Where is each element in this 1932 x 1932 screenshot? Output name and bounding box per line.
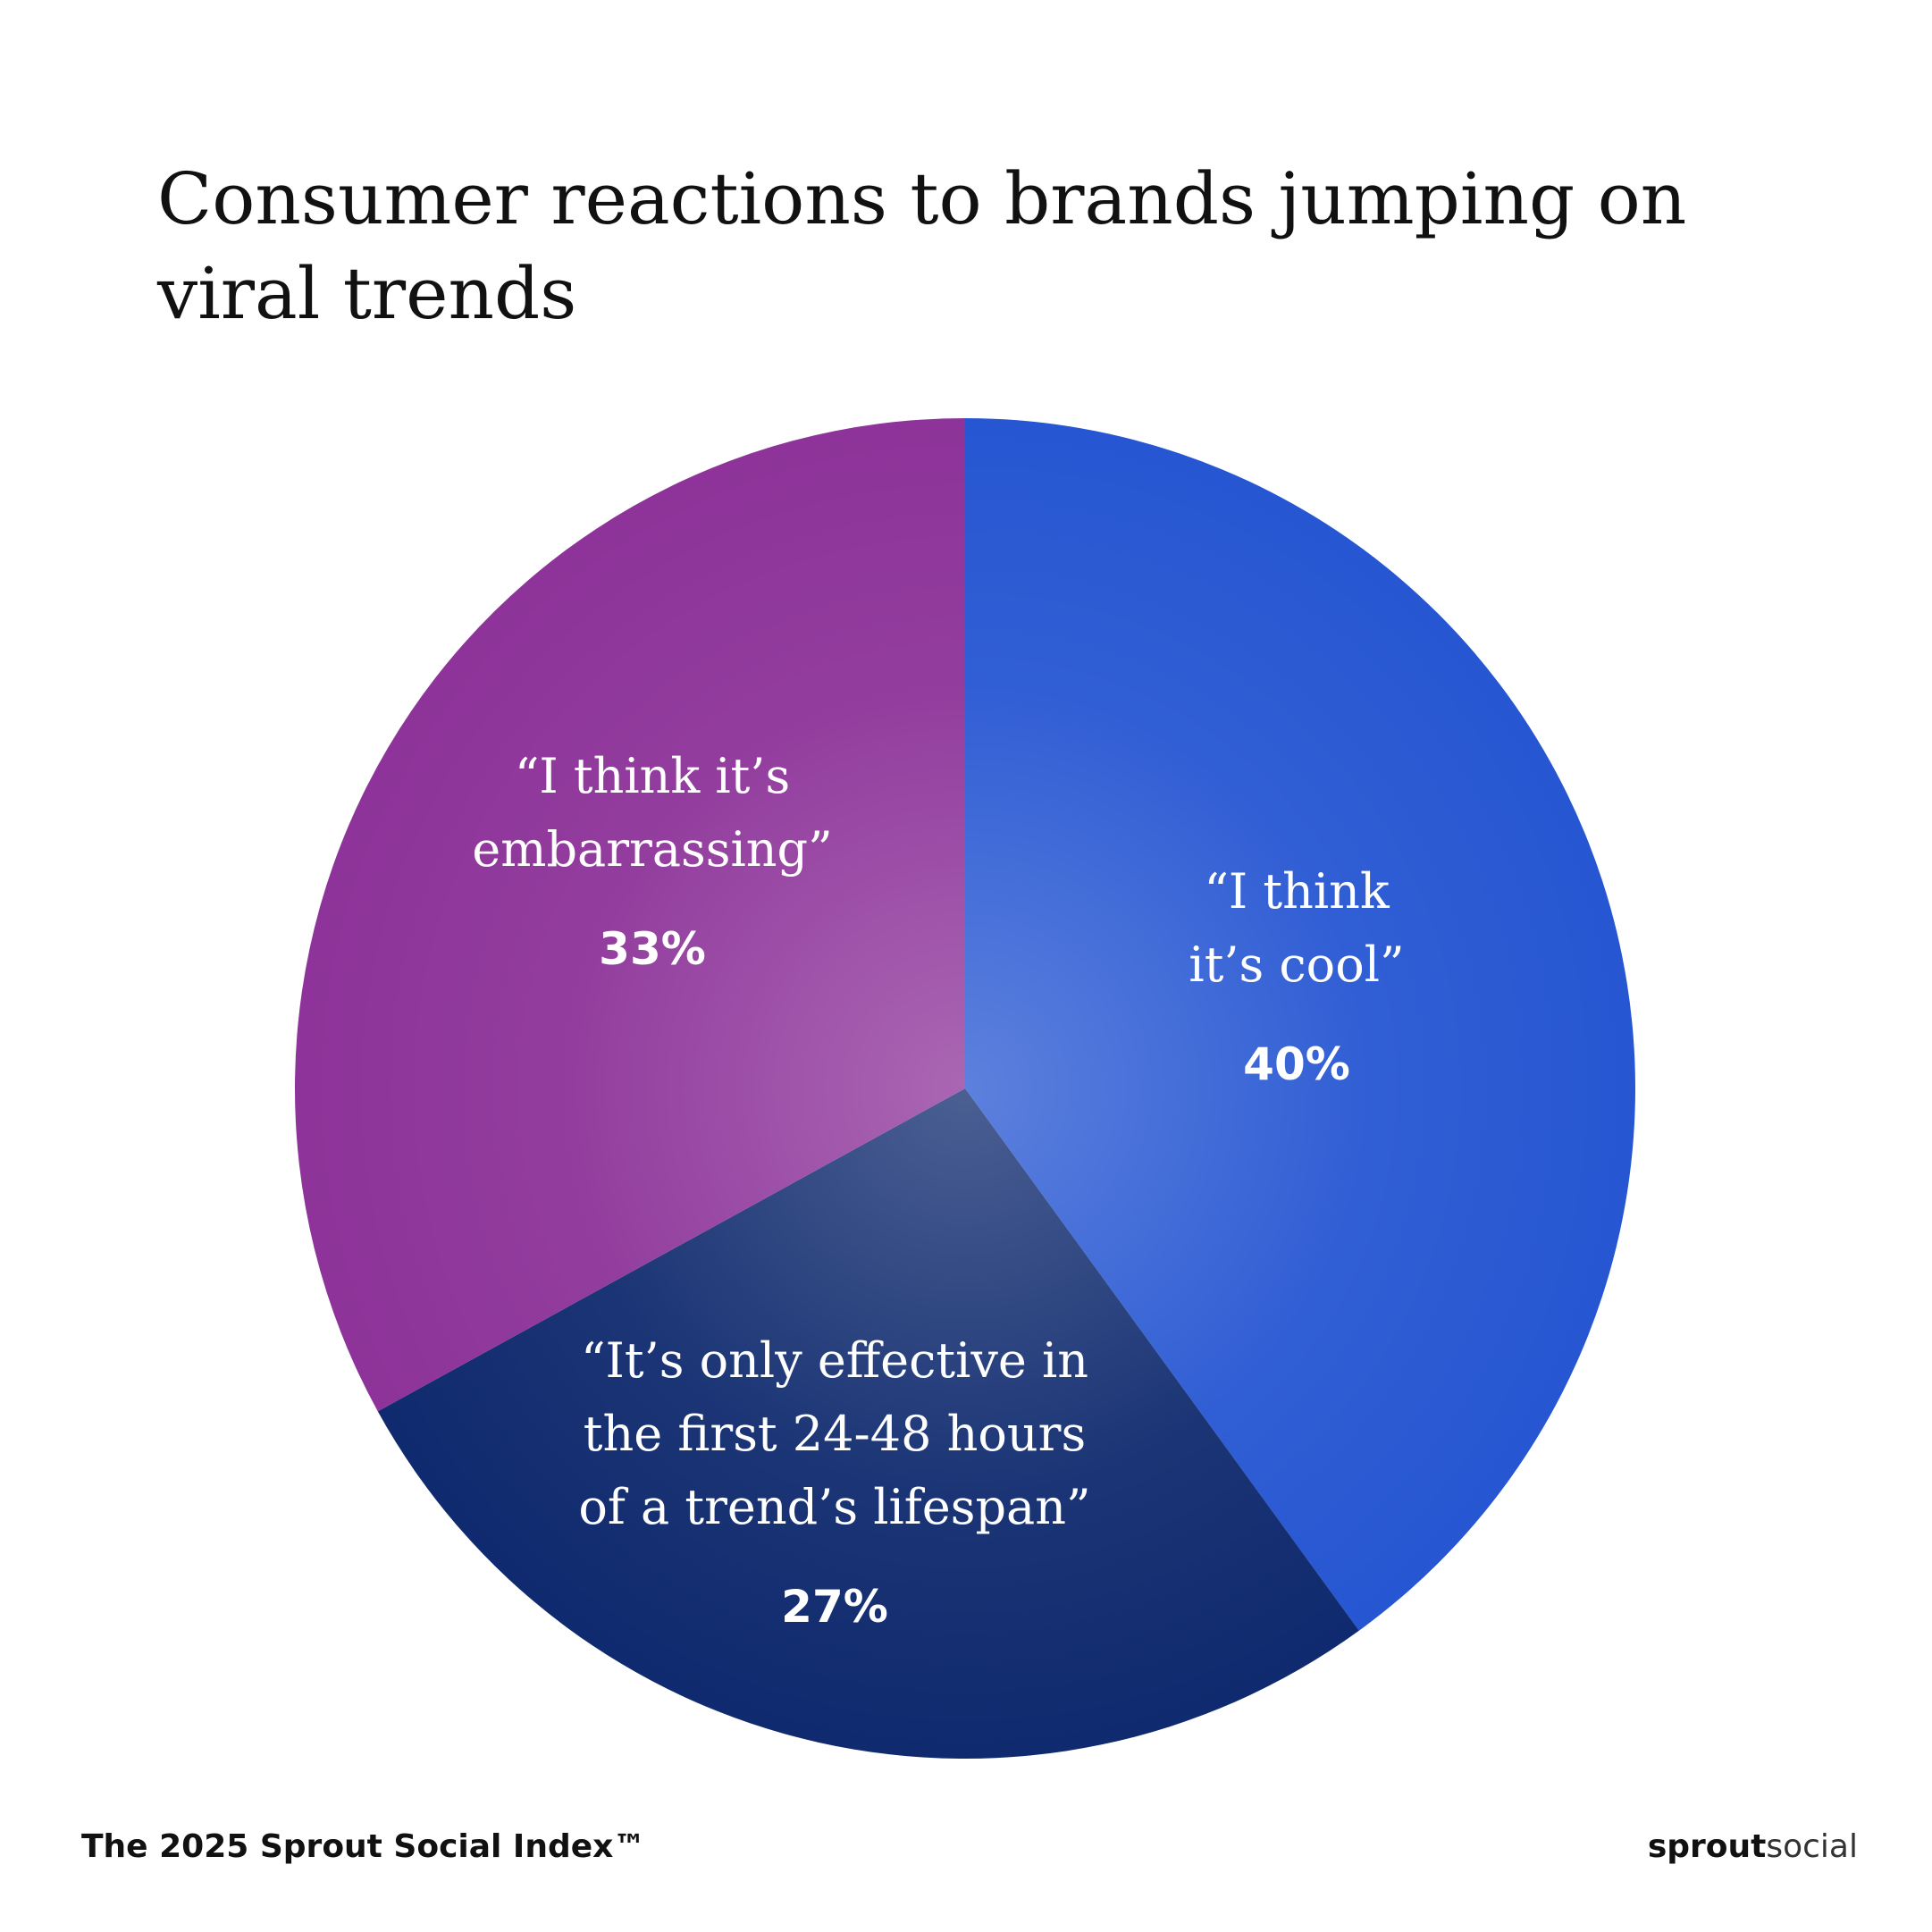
slice-label: “I think: [1204, 863, 1390, 920]
shading: [295, 418, 1635, 1759]
value-label: 27%: [781, 1581, 888, 1633]
logo-bold: sprout: [1648, 1828, 1767, 1865]
logo-light: social: [1766, 1828, 1858, 1865]
slice-label: of a trend’s lifespan”: [578, 1479, 1090, 1535]
slice-label: embarrassing”: [472, 821, 832, 878]
logo: sproutsocial: [1648, 1828, 1858, 1865]
slice-label: it’s cool”: [1189, 937, 1404, 993]
slice-label: “It’s only effective in: [581, 1332, 1088, 1389]
value-label: 40%: [1243, 1038, 1350, 1090]
chart-title: Consumer reactions to brands jumping on …: [157, 157, 1687, 335]
footer-source: The 2025 Sprout Social Index™: [81, 1828, 645, 1865]
slice-label: “I think it’s: [515, 748, 790, 804]
value-label: 33%: [599, 923, 706, 975]
slice-label: the first 24-48 hours: [584, 1406, 1086, 1462]
